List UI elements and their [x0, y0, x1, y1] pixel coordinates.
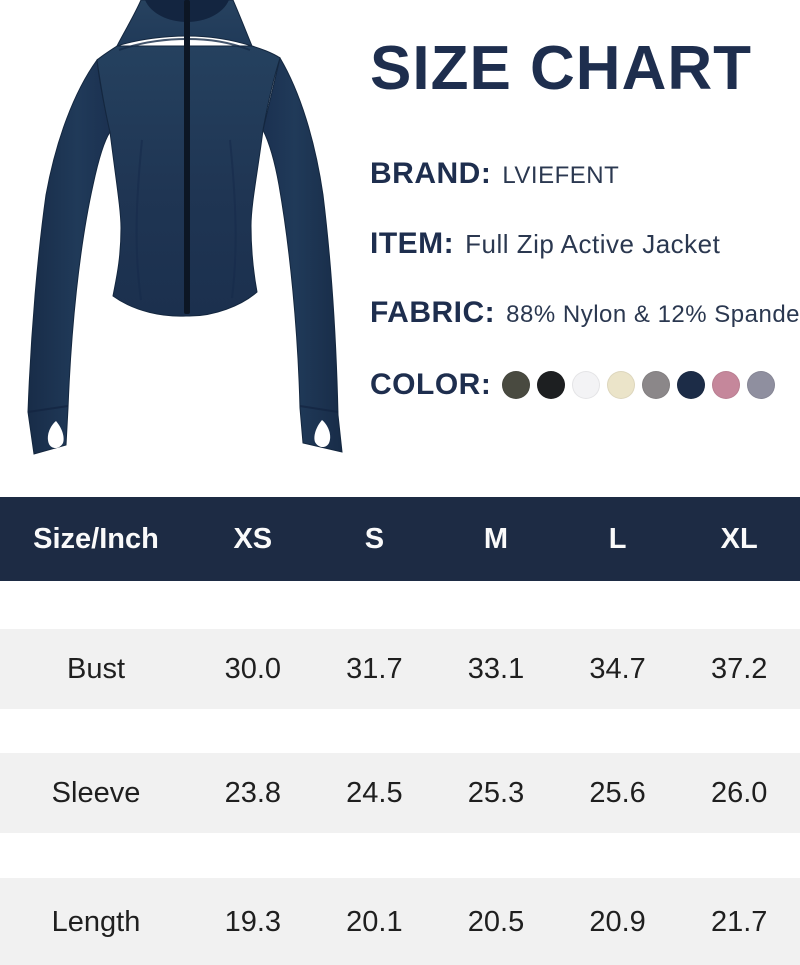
row-label: Length: [51, 905, 141, 938]
jacket-image: [27, 0, 343, 455]
header-size-inch: Size/Inch: [33, 522, 159, 555]
jacket-left-cuff-seam: [27, 405, 69, 413]
jacket-right-cuff-seam: [299, 405, 339, 413]
jacket-right-thumbhole: [314, 420, 331, 448]
table-row-length: Length 19.3 20.1 20.5 20.9 21.7: [0, 878, 800, 965]
jacket-left-thumbhole: [47, 421, 64, 449]
sleeve-xs: 23.8: [224, 776, 282, 809]
length-xs: 19.3: [224, 905, 282, 938]
table-row-sleeve: Sleeve 23.8 24.5 25.3 25.6 26.0: [0, 753, 800, 833]
color-swatch-pink: [712, 371, 741, 400]
fabric-row: FABRIC: 88% Nylon & 12% Spandex: [370, 296, 800, 330]
color-swatch-lavender: [747, 371, 776, 400]
length-s: 20.1: [346, 905, 403, 938]
sleeve-l: 25.6: [589, 776, 646, 809]
length-xl: 21.7: [710, 905, 768, 938]
sleeve-xl: 26.0: [710, 776, 768, 809]
length-l: 20.9: [589, 905, 646, 938]
color-swatch-cream: [607, 371, 636, 400]
brand-value: LVIEFENT: [502, 162, 620, 190]
product-image: [12, 0, 357, 468]
jacket-left-sleeve: [27, 58, 111, 455]
brand-row: BRAND: LVIEFENT: [370, 157, 795, 191]
row-label: Bust: [66, 652, 126, 685]
jacket-zipper: [184, 0, 190, 314]
jacket-right-sleeve: [262, 56, 343, 453]
product-info: SIZE CHART BRAND: LVIEFENT ITEM: Full Zi…: [370, 0, 800, 402]
bust-m: 33.1: [467, 652, 525, 685]
header-m: M: [483, 522, 509, 555]
color-swatch-olive: [502, 371, 531, 400]
row-label: Sleeve: [51, 776, 141, 809]
table-row-bust: Bust 30.0 31.7 33.1 34.7 37.2: [0, 629, 800, 709]
item-row: ITEM: Full Zip Active Jacket: [370, 227, 795, 261]
fabric-label: FABRIC:: [370, 296, 496, 330]
header-l: L: [608, 522, 627, 555]
page-title: SIZE CHART: [370, 34, 752, 103]
color-swatches: [502, 371, 776, 400]
bust-l: 34.7: [589, 652, 646, 685]
color-label: COLOR:: [370, 368, 492, 402]
color-swatch-black: [537, 371, 566, 400]
size-table-header: Size/Inch XS S M L XL: [0, 497, 800, 581]
item-value: Full Zip Active Jacket: [465, 229, 721, 260]
color-swatch-gray: [642, 371, 671, 400]
fabric-value: 88% Nylon & 12% Spandex: [506, 301, 800, 329]
jacket-seam-right: [229, 139, 237, 299]
sleeve-s: 24.5: [346, 776, 403, 809]
hero-section: SIZE CHART BRAND: LVIEFENT ITEM: Full Zi…: [12, 0, 800, 468]
bust-xl: 37.2: [710, 652, 768, 685]
bust-xs: 30.0: [224, 652, 282, 685]
bust-s: 31.7: [346, 652, 403, 685]
sleeve-m: 25.3: [467, 776, 525, 809]
color-swatch-navy: [677, 371, 706, 400]
header-xs: XS: [233, 522, 273, 555]
length-m: 20.5: [467, 905, 525, 938]
brand-label: BRAND:: [370, 157, 492, 191]
header-xl: XL: [720, 522, 758, 555]
header-s: S: [364, 522, 385, 555]
size-table: Size/Inch XS S M L XL Bust 30.0 31.7 33.…: [0, 497, 800, 965]
color-swatch-white: [572, 371, 601, 400]
color-row: COLOR:: [370, 368, 795, 402]
item-label: ITEM:: [370, 227, 455, 261]
jacket-seam-left: [135, 139, 143, 301]
